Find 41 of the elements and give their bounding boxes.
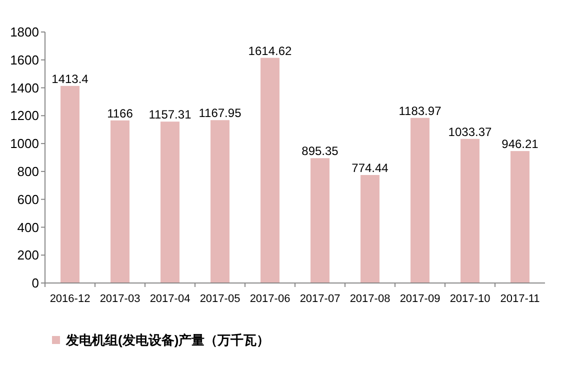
y-tick-label: 1600 — [10, 52, 39, 68]
x-tick-label: 2016-12 — [50, 293, 90, 305]
bar — [260, 58, 280, 283]
bar — [510, 151, 530, 283]
y-tick-label: 1800 — [10, 24, 39, 40]
y-tick-label: 1200 — [10, 108, 39, 124]
bar — [60, 86, 80, 283]
bar — [410, 118, 430, 283]
data-label: 1183.97 — [398, 104, 442, 118]
x-tick-label: 2017-09 — [400, 293, 440, 305]
x-tick-label: 2017-06 — [250, 293, 290, 305]
data-label: 1413.4 — [52, 72, 89, 86]
y-tick-label: 800 — [17, 164, 39, 179]
data-label: 1166 — [107, 106, 134, 120]
y-tick-label: 0 — [32, 276, 39, 291]
bar — [110, 120, 130, 283]
bar — [360, 175, 380, 283]
data-label: 1614.62 — [248, 44, 292, 58]
data-label: 1157.31 — [148, 108, 192, 122]
data-label: 774.44 — [352, 161, 389, 176]
bar — [160, 122, 180, 283]
y-tick-label: 600 — [17, 192, 39, 207]
x-tick-label: 2017-08 — [350, 293, 390, 305]
x-tick-label: 2017-03 — [100, 293, 140, 305]
x-tick-label: 2017-07 — [300, 293, 340, 305]
y-tick-label: 1000 — [10, 136, 39, 152]
x-tick-label: 2017-05 — [200, 293, 240, 305]
y-tick-label: 200 — [17, 248, 39, 263]
data-label: 895.35 — [302, 144, 339, 158]
legend-label: 发电机组(发电设备)产量（万千瓦） — [65, 332, 270, 348]
bar — [210, 120, 230, 283]
data-label: 946.21 — [502, 137, 539, 152]
data-label: 1167.95 — [198, 106, 242, 120]
x-tick-label: 2017-11 — [500, 293, 540, 305]
data-label: 1033.37 — [448, 124, 492, 139]
bar — [310, 158, 330, 283]
x-tick-label: 2017-04 — [150, 293, 190, 305]
y-tick-label: 1400 — [10, 80, 39, 96]
y-tick-label: 400 — [17, 220, 39, 235]
bar — [460, 138, 480, 283]
x-tick-label: 2017-10 — [450, 293, 490, 305]
